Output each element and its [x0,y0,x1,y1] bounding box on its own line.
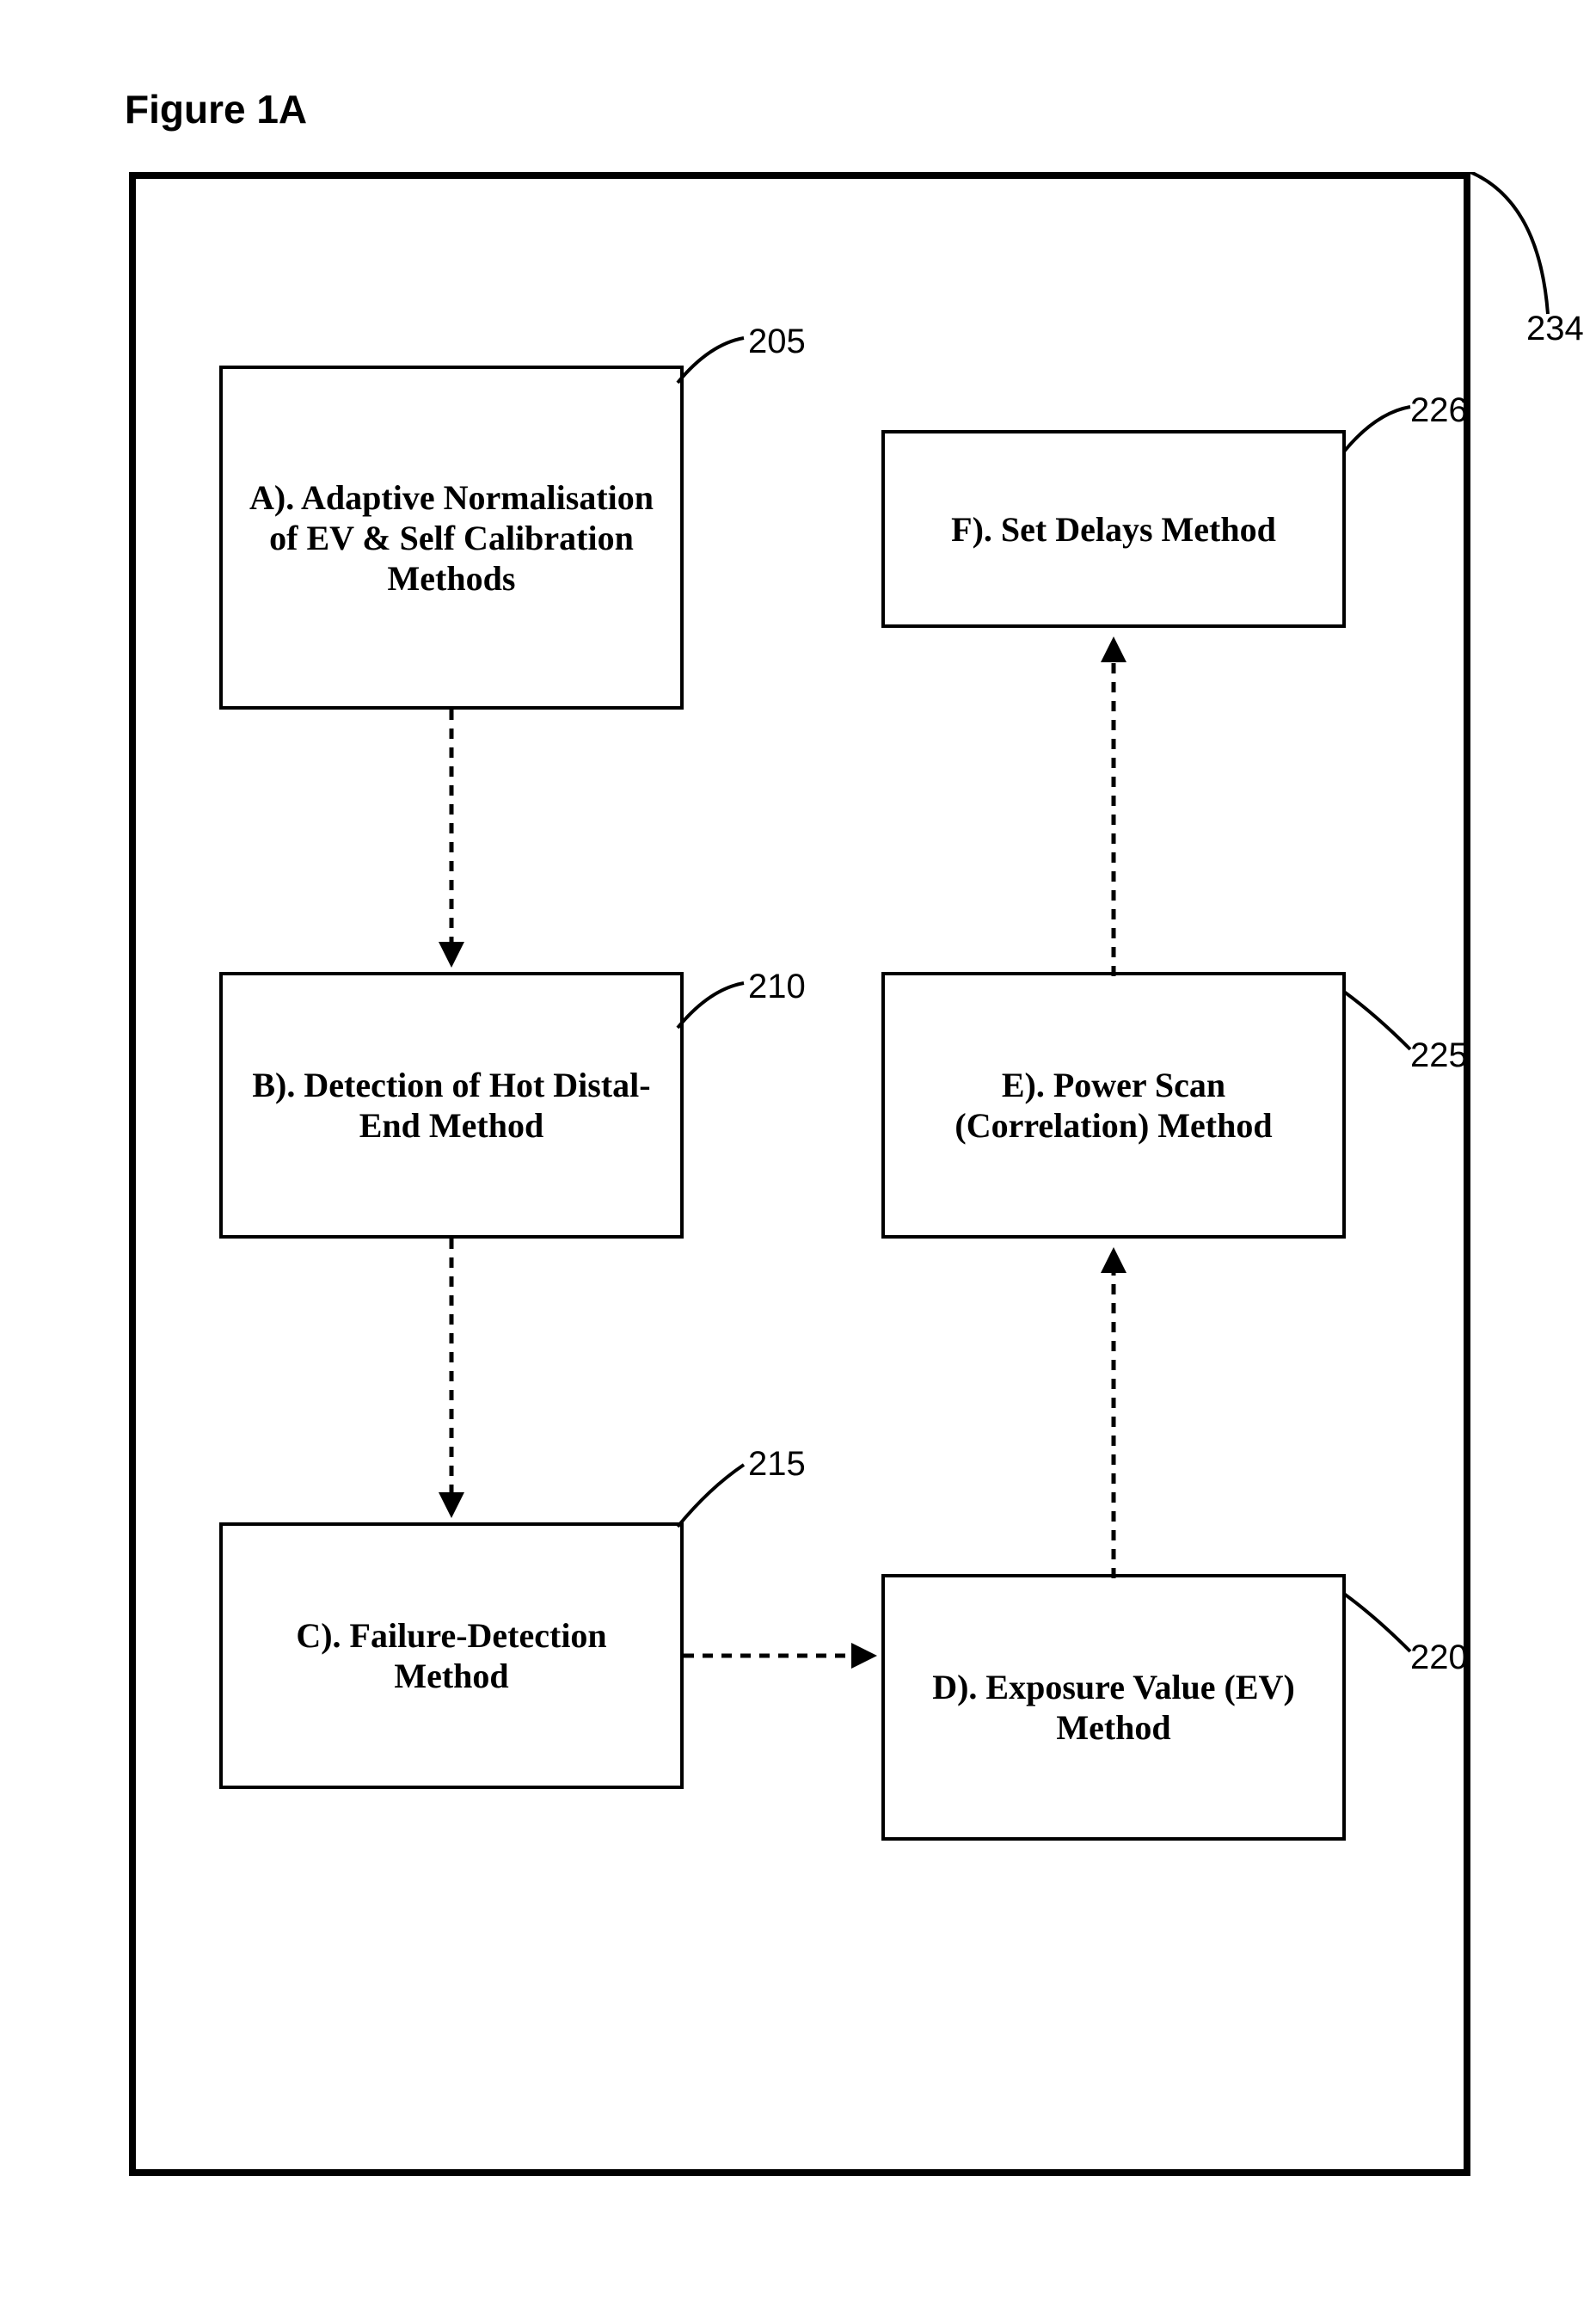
arrow-b-to-c [434,1239,469,1527]
box-f-text: F). Set Delays Method [951,509,1276,550]
arrow-d-to-e [1096,1239,1131,1578]
box-c-text: C). Failure-Detection Method [240,1615,663,1696]
box-e: E). Power Scan (Correlation) Method [881,972,1346,1239]
box-a: A). Adaptive Normalisation of EV & Self … [219,366,684,710]
box-d: D). Exposure Value (EV) Method [881,1574,1346,1841]
box-a-text: A). Adaptive Normalisation of EV & Self … [240,477,663,599]
box-f: F). Set Delays Method [881,430,1346,628]
box-d-label: 220 [1410,1638,1468,1677]
box-b-label: 210 [748,968,806,1006]
box-d-text: D). Exposure Value (EV) Method [902,1667,1325,1748]
box-e-text: E). Power Scan (Correlation) Method [902,1065,1325,1146]
box-c: C). Failure-Detection Method [219,1522,684,1789]
figure-title: Figure 1A [125,86,307,132]
arrow-a-to-b [434,710,469,976]
box-d-callout [1337,1591,1415,1656]
arrow-c-to-d [684,1638,886,1673]
box-f-label: 226 [1410,391,1468,430]
box-e-callout [1337,989,1415,1054]
frame-callout-curve [1462,172,1565,318]
box-c-label: 215 [748,1445,806,1484]
box-a-callout [671,335,748,387]
box-e-label: 225 [1410,1036,1468,1075]
box-f-callout [1337,404,1415,456]
arrow-e-to-f [1096,628,1131,976]
box-b: B). Detection of Hot Distal-End Method [219,972,684,1239]
box-b-text: B). Detection of Hot Distal-End Method [240,1065,663,1146]
box-b-callout [671,981,748,1032]
box-a-label: 205 [748,323,806,361]
frame-label: 234 [1526,310,1584,348]
box-c-callout [671,1462,748,1531]
